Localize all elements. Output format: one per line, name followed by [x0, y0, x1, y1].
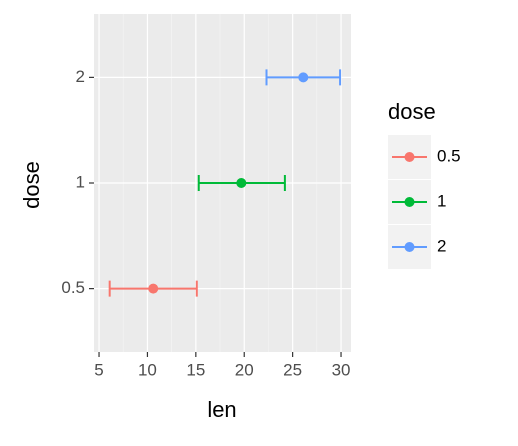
point [236, 178, 247, 188]
y-tick-label: 1 [76, 172, 85, 191]
x-axis-title: len [207, 397, 236, 422]
x-tick-label: 25 [283, 360, 302, 379]
x-tick-label: 15 [186, 360, 205, 379]
legend-label: 0.5 [437, 146, 461, 165]
legend-point [404, 197, 415, 207]
y-axis-title: dose [19, 161, 44, 209]
x-tick-label: 30 [332, 360, 351, 379]
x-tick-label: 10 [138, 360, 157, 379]
legend-point [404, 152, 415, 162]
point [298, 72, 309, 83]
x-tick-label: 20 [235, 360, 254, 379]
point [148, 283, 159, 294]
y-tick-label: 0.5 [61, 278, 85, 297]
legend-point [404, 242, 415, 252]
y-tick-label: 2 [76, 67, 85, 86]
x-tick-label: 5 [94, 360, 103, 379]
legend-title: dose [388, 99, 436, 124]
legend-label: 1 [437, 191, 446, 210]
legend-label: 2 [437, 236, 446, 255]
